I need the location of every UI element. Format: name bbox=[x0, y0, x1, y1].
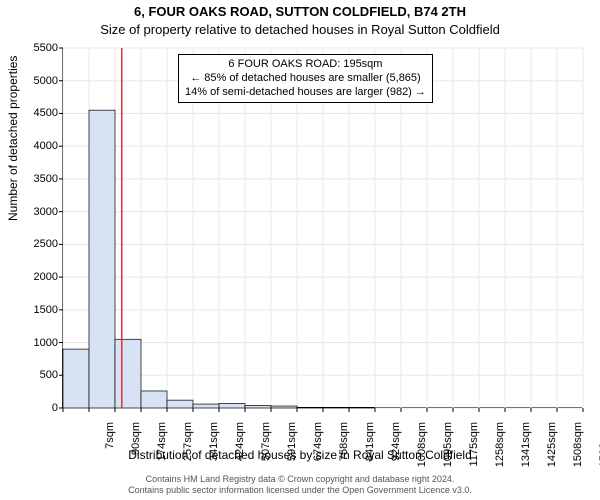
footer-text: Contains HM Land Registry data © Crown c… bbox=[0, 474, 600, 496]
x-tick-label: 174sqm bbox=[156, 422, 168, 472]
y-tick-label: 1500 bbox=[18, 304, 58, 316]
chart-title-line2: Size of property relative to detached ho… bbox=[0, 22, 600, 37]
x-tick-label: 341sqm bbox=[208, 422, 220, 472]
x-tick-label: 758sqm bbox=[338, 422, 350, 472]
x-tick-label: 424sqm bbox=[234, 422, 246, 472]
y-tick-label: 3000 bbox=[18, 206, 58, 218]
chart-title-line1: 6, FOUR OAKS ROAD, SUTTON COLDFIELD, B74… bbox=[0, 4, 600, 19]
x-tick-label: 1095sqm bbox=[442, 422, 454, 472]
x-tick-label: 1258sqm bbox=[494, 422, 506, 472]
y-tick-label: 0 bbox=[18, 402, 58, 414]
x-axis-label: Distribution of detached houses by size … bbox=[0, 448, 600, 462]
y-tick-label: 3500 bbox=[18, 173, 58, 185]
x-tick-label: 1508sqm bbox=[572, 422, 584, 472]
y-tick-label: 4500 bbox=[18, 107, 58, 119]
x-tick-label: 507sqm bbox=[260, 422, 272, 472]
y-tick-label: 1000 bbox=[18, 337, 58, 349]
callout-line3: 14% of semi-detached houses are larger (… bbox=[185, 86, 426, 100]
x-tick-label: 1175sqm bbox=[468, 422, 480, 472]
callout-line1: 6 FOUR OAKS ROAD: 195sqm bbox=[185, 58, 426, 72]
x-tick-marks bbox=[63, 408, 583, 412]
x-tick-label: 1008sqm bbox=[416, 422, 428, 472]
y-tick-label: 2000 bbox=[18, 271, 58, 283]
footer-line2: Contains public sector information licen… bbox=[0, 485, 600, 496]
x-tick-label: 1425sqm bbox=[546, 422, 558, 472]
y-tick-label: 2500 bbox=[18, 238, 58, 250]
x-tick-label: 1341sqm bbox=[520, 422, 532, 472]
chart-container: 6, FOUR OAKS ROAD, SUTTON COLDFIELD, B74… bbox=[0, 0, 600, 500]
x-tick-label: 257sqm bbox=[182, 422, 194, 472]
y-tick-label: 4000 bbox=[18, 140, 58, 152]
y-tick-label: 500 bbox=[18, 369, 58, 381]
x-tick-label: 674sqm bbox=[312, 422, 324, 472]
x-tick-label: 591sqm bbox=[286, 422, 298, 472]
y-tick-label: 5500 bbox=[18, 42, 58, 54]
x-tick-label: 90sqm bbox=[130, 422, 142, 472]
y-tick-label: 5000 bbox=[18, 75, 58, 87]
x-tick-label: 7sqm bbox=[104, 422, 116, 472]
footer-line1: Contains HM Land Registry data © Crown c… bbox=[0, 474, 600, 485]
y-tick-marks bbox=[59, 48, 63, 408]
callout-box: 6 FOUR OAKS ROAD: 195sqm ← 85% of detach… bbox=[178, 54, 433, 103]
x-tick-label: 841sqm bbox=[364, 422, 376, 472]
x-tick-label: 924sqm bbox=[390, 422, 402, 472]
callout-line2: ← 85% of detached houses are smaller (5,… bbox=[185, 72, 426, 86]
